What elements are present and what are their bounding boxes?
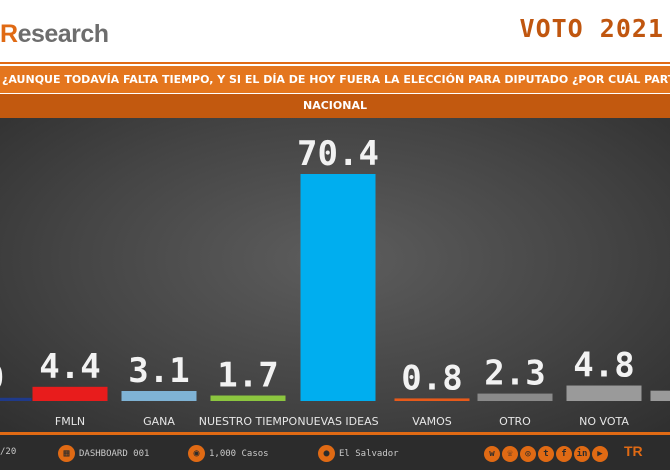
bar-no-vota <box>566 385 642 401</box>
footer: /20 ▦ DASHBOARD 001 ◉ 1,000 Casos ● El Salv… <box>0 432 670 470</box>
footer-date: /20 <box>0 445 16 459</box>
footer-location-text: El Salvador <box>339 449 399 459</box>
category-label-no-vota: NO VOTA <box>579 415 629 428</box>
bar-extra <box>650 390 670 401</box>
category-label-gana: GANA <box>143 415 175 428</box>
footer-cases-text: 1,000 Casos <box>209 449 269 459</box>
bar-otro <box>477 393 553 401</box>
youtube-icon[interactable]: ▶ <box>592 446 608 462</box>
eye-icon: ◉ <box>188 445 205 462</box>
dashboard-icon: ▦ <box>58 445 75 462</box>
category-label-otro: OTRO <box>499 415 531 428</box>
twitter-icon[interactable]: t <box>538 446 554 462</box>
value-label-otro: 2.3 <box>484 354 545 394</box>
footer-cases: ◉ 1,000 Casos <box>188 445 269 462</box>
logo-mark: R <box>0 20 18 48</box>
page-title: VOTO 2021 <box>519 14 664 43</box>
scope-banner: NACIONAL <box>0 94 670 118</box>
value-label-gana: 3.1 <box>128 351 189 391</box>
footer-dashboard-text: DASHBOARD 001 <box>79 449 150 459</box>
question-banner: ¿AUNQUE TODAVÍA FALTA TIEMPO, Y SI EL DÍ… <box>0 66 670 93</box>
logo-text: esearch <box>17 20 110 48</box>
phone-icon[interactable]: ☏ <box>502 446 518 462</box>
whatsapp-icon[interactable]: w <box>484 446 500 462</box>
value-label-nuevas-ideas: 70.4 <box>297 134 379 174</box>
value-label-fmln: 4.4 <box>39 347 100 387</box>
value-label-arena: 0 <box>0 358 4 398</box>
category-label-nuevas-ideas: NUEVAS IDEAS <box>297 415 378 428</box>
category-label-fmln: FMLN <box>55 415 85 428</box>
logo: Research <box>0 20 109 49</box>
brand-logo: TR <box>624 443 643 459</box>
bar-gana <box>121 391 197 401</box>
footer-dashboard: ▦ DASHBOARD 001 <box>58 445 149 462</box>
bar-chart: 0 4.4 FMLN 3.1 GANA 1.7 NUESTRO TIEMPO 70.4 NUEV… <box>0 134 670 428</box>
category-label-nuestro-tiempo: NUESTRO TIEMPO <box>199 415 298 428</box>
bar-nuestro-tiempo <box>210 395 286 401</box>
value-label-vamos: 0.8 <box>401 358 462 398</box>
bar-arena <box>0 397 32 401</box>
bar-fmln <box>32 386 108 401</box>
bar-nuevas-ideas <box>300 174 376 401</box>
footer-location: ● El Salvador <box>318 445 399 462</box>
value-label-no-vota: 4.8 <box>573 346 634 386</box>
header-divider <box>0 62 670 64</box>
bar-vamos <box>394 398 470 401</box>
social-icons: w ☏ ◎ t f in ▶ <box>484 446 610 462</box>
footer-date-text: /20 <box>0 447 17 457</box>
header: Research VOTO 2021 <box>0 0 670 66</box>
chart-area: 0 4.4 FMLN 3.1 GANA 1.7 NUESTRO TIEMPO 70.4 NUEV… <box>0 118 670 432</box>
linkedin-icon[interactable]: in <box>574 446 590 462</box>
category-label-vamos: VAMOS <box>412 415 451 428</box>
facebook-icon[interactable]: f <box>556 446 572 462</box>
instagram-icon[interactable]: ◎ <box>520 446 536 462</box>
map-pin-icon: ● <box>318 445 335 462</box>
value-label-nuestro-tiempo: 1.7 <box>217 356 278 396</box>
